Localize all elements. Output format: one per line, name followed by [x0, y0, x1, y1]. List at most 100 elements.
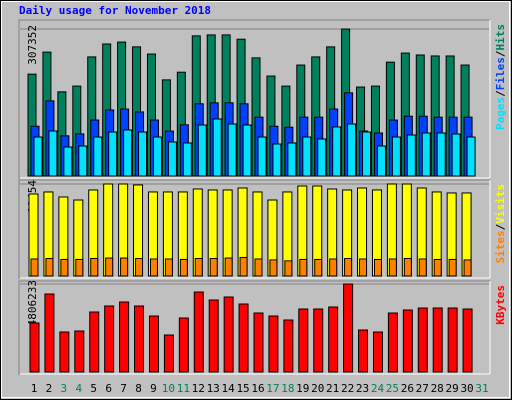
bar	[227, 123, 237, 177]
bar	[78, 145, 88, 177]
bar	[138, 131, 148, 177]
bar	[209, 258, 218, 277]
bar	[314, 258, 323, 277]
x-tick-label: 20	[311, 382, 324, 395]
bar	[48, 130, 58, 177]
bar	[242, 124, 252, 177]
bar	[182, 142, 192, 177]
x-tick-label: 30	[460, 382, 473, 395]
bar	[60, 258, 69, 277]
bar	[59, 331, 70, 373]
bar	[359, 258, 368, 277]
x-tick-label: 17	[266, 382, 279, 395]
bar	[208, 299, 219, 373]
bar	[257, 136, 267, 177]
bar	[466, 136, 476, 177]
bar	[224, 257, 233, 277]
bar	[45, 258, 54, 277]
bar	[373, 258, 382, 277]
x-tick-label: 1	[31, 382, 38, 395]
bar	[148, 315, 159, 373]
legend-entry: Sites	[494, 230, 507, 263]
x-tick-label: 2	[46, 382, 53, 395]
bar	[74, 330, 85, 373]
bar	[164, 258, 173, 277]
x-tick-label: 15	[236, 382, 249, 395]
bar	[432, 307, 443, 373]
x-tick-label: 18	[281, 382, 294, 395]
bar	[402, 309, 413, 373]
bar	[302, 136, 312, 177]
x-tick-label: 21	[326, 382, 339, 395]
x-tick-label: 22	[341, 382, 354, 395]
x-tick-label: 28	[431, 382, 444, 395]
x-tick-label: 5	[90, 382, 97, 395]
bar	[347, 123, 357, 177]
bar	[269, 259, 278, 277]
bar	[149, 258, 158, 277]
bar	[298, 308, 309, 373]
bar	[328, 306, 339, 373]
bar	[239, 257, 248, 277]
bar	[376, 145, 386, 177]
bar	[105, 257, 114, 277]
bar	[451, 133, 461, 177]
bar	[418, 258, 427, 277]
x-tick-label: 26	[401, 382, 414, 395]
bar	[406, 134, 416, 177]
bar	[343, 283, 354, 373]
bar	[317, 138, 327, 177]
x-tick-label: 12	[192, 382, 205, 395]
bar	[89, 311, 100, 373]
bar	[93, 136, 103, 177]
legend-separator: /	[494, 50, 507, 57]
bar	[287, 142, 297, 177]
bar	[329, 258, 338, 277]
bar	[75, 258, 84, 277]
bar	[134, 305, 145, 373]
bar	[387, 312, 398, 373]
bar	[462, 308, 473, 373]
bar	[447, 307, 458, 373]
bar	[268, 315, 279, 373]
x-tick-label: 8	[135, 382, 142, 395]
legend: KBytes	[494, 285, 507, 325]
bar	[167, 141, 177, 177]
bar	[179, 258, 188, 277]
x-tick-label: 14	[222, 382, 236, 395]
bar	[123, 129, 133, 177]
x-tick-label: 13	[207, 382, 220, 395]
bar	[63, 146, 73, 177]
legend-entry: Files	[494, 57, 507, 90]
chart-title: Daily usage for November 2018	[19, 4, 211, 17]
bar	[90, 258, 99, 277]
bar	[108, 131, 118, 177]
bar	[152, 136, 162, 177]
x-tick-label: 7	[120, 382, 127, 395]
bar	[223, 296, 234, 373]
x-tick-label: 23	[356, 382, 369, 395]
x-tick-label: 25	[386, 382, 399, 395]
bar	[421, 132, 431, 177]
bar	[463, 259, 472, 277]
bar	[372, 331, 383, 373]
bar	[299, 258, 308, 277]
bar	[254, 258, 263, 277]
x-tick-label: 10	[162, 382, 175, 395]
bar	[417, 307, 428, 373]
x-tick-label: 16	[251, 382, 264, 395]
bar	[272, 143, 282, 177]
legend-separator: /	[494, 223, 507, 230]
bar	[104, 305, 115, 373]
bar	[120, 257, 129, 277]
bar	[30, 258, 39, 277]
x-tick-label: 27	[416, 382, 429, 395]
bar	[391, 136, 401, 177]
bar	[119, 301, 130, 373]
bar	[344, 258, 353, 277]
legend: Pages/Files/Hits	[494, 24, 507, 130]
bar	[253, 312, 264, 373]
x-tick-label: 6	[105, 382, 112, 395]
x-tick-label: 29	[446, 382, 459, 395]
